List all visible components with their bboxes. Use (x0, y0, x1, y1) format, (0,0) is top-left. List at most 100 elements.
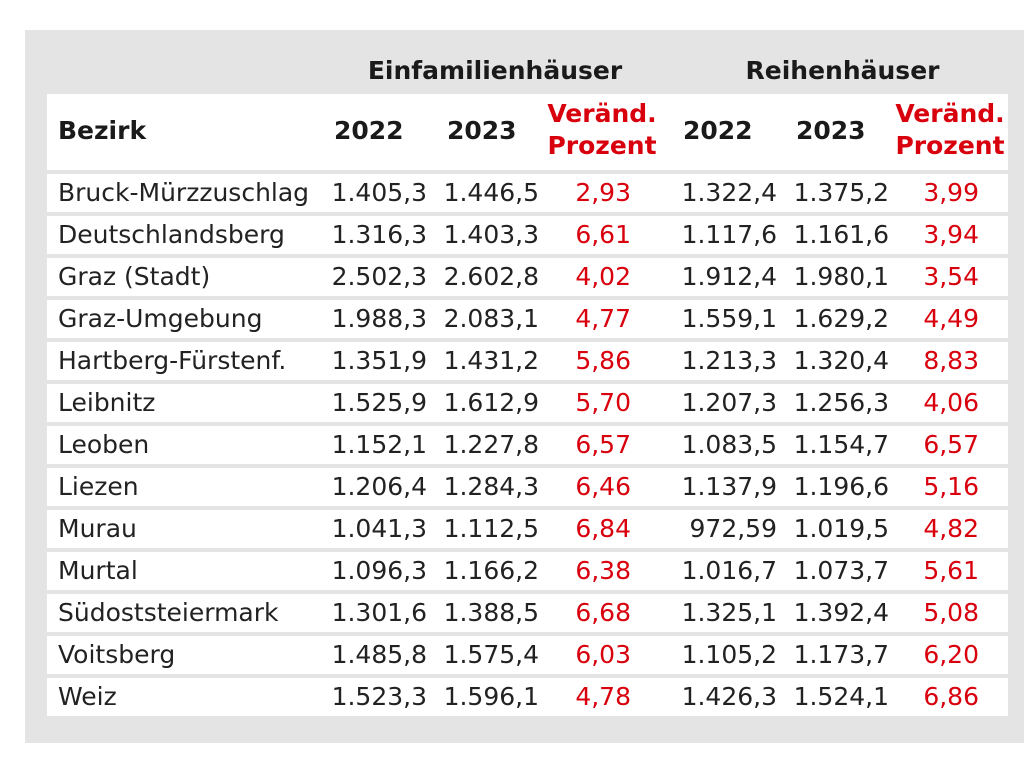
cell-rh-2023: 1.073,7 (793, 556, 889, 585)
cell-efh-2023: 1.388,5 (443, 598, 539, 627)
cell-rh-change: 6,20 (923, 640, 979, 669)
cell-rh-change: 3,99 (923, 178, 979, 207)
cell-rh-2022: 1.912,4 (681, 262, 777, 291)
cell-efh-2023: 2.083,1 (443, 304, 539, 333)
cell-rh-change: 4,06 (923, 388, 979, 417)
cell-rh-2023: 1.392,4 (793, 598, 889, 627)
table-row: Deutschlandsberg 1.316,3 1.403,3 6,61 1.… (47, 216, 1008, 254)
cell-bezirk: Voitsberg (58, 640, 176, 669)
column-header-row (47, 94, 1008, 170)
cell-efh-change: 5,86 (575, 346, 631, 375)
cell-rh-change: 5,08 (923, 598, 979, 627)
cell-efh-2022: 1.152,1 (331, 430, 427, 459)
cell-rh-2023: 1.019,5 (793, 514, 889, 543)
cell-rh-2022: 1.207,3 (681, 388, 777, 417)
cell-efh-change: 6,84 (575, 514, 631, 543)
cell-rh-2023: 1.524,1 (793, 682, 889, 711)
cell-efh-2022: 1.096,3 (331, 556, 427, 585)
cell-rh-change: 3,94 (923, 220, 979, 249)
table-row: Graz (Stadt) 2.502,3 2.602,8 4,02 1.912,… (47, 258, 1008, 296)
cell-bezirk: Murtal (58, 556, 138, 585)
table-row: Liezen 1.206,4 1.284,3 6,46 1.137,9 1.19… (47, 468, 1008, 506)
cell-efh-2022: 2.502,3 (331, 262, 427, 291)
cell-bezirk: Liezen (58, 472, 139, 501)
cell-rh-2023: 1.196,6 (793, 472, 889, 501)
cell-efh-2023: 1.112,5 (443, 514, 539, 543)
cell-efh-2023: 1.612,9 (443, 388, 539, 417)
cell-bezirk: Leibnitz (58, 388, 156, 417)
column-header-rh-change: Veränd. Prozent (890, 98, 1010, 162)
cell-efh-2022: 1.206,4 (331, 472, 427, 501)
cell-bezirk: Hartberg-Fürstenf. (58, 346, 287, 375)
cell-rh-change: 4,82 (923, 514, 979, 543)
table-row: Graz-Umgebung 1.988,3 2.083,1 4,77 1.559… (47, 300, 1008, 338)
cell-bezirk: Graz-Umgebung (58, 304, 263, 333)
cell-rh-change: 6,86 (923, 682, 979, 711)
cell-efh-change: 6,38 (575, 556, 631, 585)
cell-rh-2022: 1.105,2 (681, 640, 777, 669)
cell-bezirk: Graz (Stadt) (58, 262, 211, 291)
cell-efh-2023: 1.403,3 (443, 220, 539, 249)
cell-bezirk: Deutschlandsberg (58, 220, 285, 249)
cell-rh-2023: 1.161,6 (793, 220, 889, 249)
cell-bezirk: Murau (58, 514, 137, 543)
cell-efh-2023: 1.284,3 (443, 472, 539, 501)
cell-rh-2023: 1.980,1 (793, 262, 889, 291)
cell-rh-change: 3,54 (923, 262, 979, 291)
cell-bezirk: Südoststeiermark (58, 598, 279, 627)
cell-rh-change: 6,57 (923, 430, 979, 459)
cell-rh-2022: 1.117,6 (681, 220, 777, 249)
cell-bezirk: Leoben (58, 430, 150, 459)
table-row: Murau 1.041,3 1.112,5 6,84 972,59 1.019,… (47, 510, 1008, 548)
cell-efh-2023: 1.227,8 (443, 430, 539, 459)
cell-efh-2022: 1.525,9 (331, 388, 427, 417)
cell-efh-change: 6,03 (575, 640, 631, 669)
cell-efh-change: 6,46 (575, 472, 631, 501)
cell-rh-change: 5,16 (923, 472, 979, 501)
table-body: Bruck-Mürzzuschlag 1.405,3 1.446,5 2,93 … (47, 174, 1008, 720)
column-header-efh-2022: 2022 (334, 116, 404, 145)
cell-rh-change: 4,49 (923, 304, 979, 333)
cell-rh-2022: 1.426,3 (681, 682, 777, 711)
column-header-efh-change: Veränd. Prozent (540, 98, 664, 162)
column-header-rh-2022: 2022 (683, 116, 753, 145)
cell-rh-2023: 1.629,2 (793, 304, 889, 333)
cell-bezirk: Weiz (58, 682, 117, 711)
cell-rh-change: 8,83 (923, 346, 979, 375)
cell-efh-change: 6,57 (575, 430, 631, 459)
cell-efh-change: 4,78 (575, 682, 631, 711)
column-header-efh-change-line1: Veränd. (547, 99, 657, 128)
cell-efh-2023: 1.166,2 (443, 556, 539, 585)
cell-efh-2022: 1.988,3 (331, 304, 427, 333)
table-row: Voitsberg 1.485,8 1.575,4 6,03 1.105,2 1… (47, 636, 1008, 674)
cell-rh-2023: 1.375,2 (793, 178, 889, 207)
column-header-efh-change-line2: Prozent (547, 131, 657, 160)
cell-efh-2022: 1.351,9 (331, 346, 427, 375)
cell-efh-change: 5,70 (575, 388, 631, 417)
cell-rh-2023: 1.173,7 (793, 640, 889, 669)
cell-efh-2022: 1.041,3 (331, 514, 427, 543)
cell-efh-change: 4,02 (575, 262, 631, 291)
cell-efh-2022: 1.301,6 (331, 598, 427, 627)
table-row: Leibnitz 1.525,9 1.612,9 5,70 1.207,3 1.… (47, 384, 1008, 422)
cell-efh-change: 4,77 (575, 304, 631, 333)
column-header-efh-2023: 2023 (447, 116, 517, 145)
cell-rh-2023: 1.256,3 (793, 388, 889, 417)
cell-efh-2023: 1.446,5 (443, 178, 539, 207)
cell-efh-2023: 2.602,8 (443, 262, 539, 291)
cell-efh-change: 6,68 (575, 598, 631, 627)
cell-efh-2022: 1.523,3 (331, 682, 427, 711)
column-header-rh-change-line1: Veränd. (895, 99, 1005, 128)
cell-rh-2022: 1.322,4 (681, 178, 777, 207)
cell-rh-2022: 1.016,7 (681, 556, 777, 585)
column-header-rh-2023: 2023 (796, 116, 866, 145)
cell-rh-2022: 1.325,1 (681, 598, 777, 627)
cell-rh-change: 5,61 (923, 556, 979, 585)
table-row: Hartberg-Fürstenf. 1.351,9 1.431,2 5,86 … (47, 342, 1008, 380)
cell-efh-2023: 1.431,2 (443, 346, 539, 375)
cell-rh-2022: 1.137,9 (681, 472, 777, 501)
group-header-reihenhaeuser: Reihenhäuser (745, 56, 940, 85)
cell-rh-2022: 1.213,3 (681, 346, 777, 375)
cell-rh-2022: 1.083,5 (681, 430, 777, 459)
cell-rh-2023: 1.320,4 (793, 346, 889, 375)
